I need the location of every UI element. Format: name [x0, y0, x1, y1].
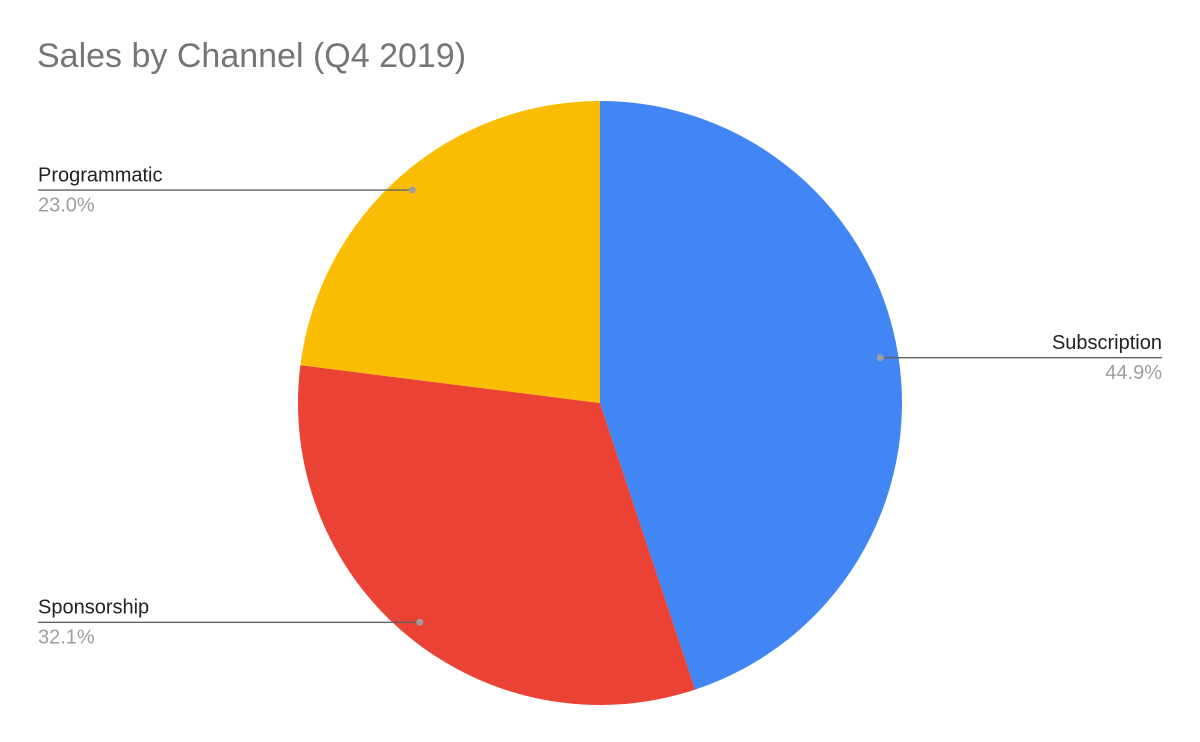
slice-label: Sponsorship — [38, 597, 149, 619]
pie-slice — [298, 365, 696, 705]
slice-value-label: 32.1% — [38, 627, 95, 649]
slice-value-label: 44.9% — [1105, 362, 1162, 384]
slice-label: Programmatic — [38, 164, 162, 186]
pie-slice — [600, 101, 902, 690]
leader-dot — [416, 618, 424, 626]
slice-value-label: 23.0% — [38, 194, 95, 216]
leader-dot — [408, 186, 416, 194]
slice-label: Subscription — [1052, 332, 1162, 354]
leader-dot — [876, 354, 884, 362]
pie-slice — [300, 101, 600, 403]
chart-title: Sales by Channel (Q4 2019) — [37, 37, 466, 75]
